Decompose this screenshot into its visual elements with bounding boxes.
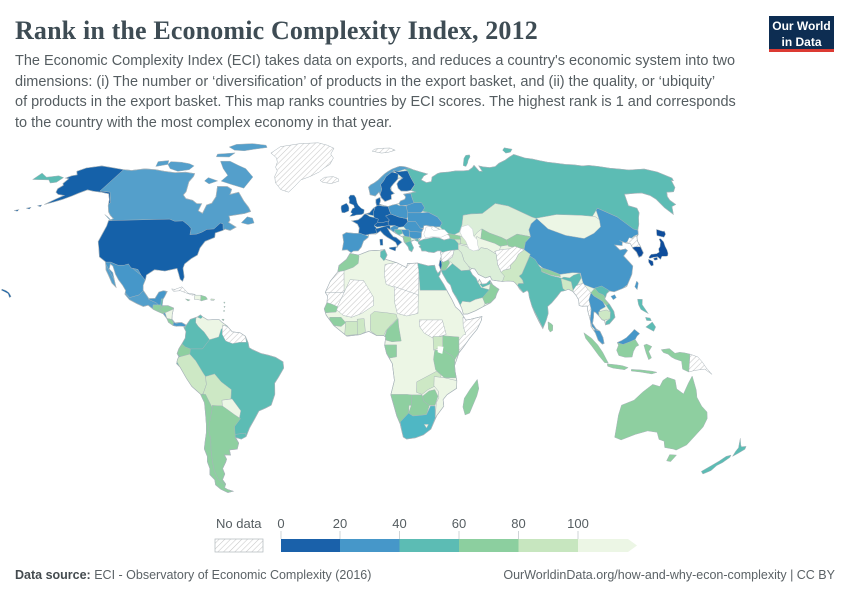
svg-text:0: 0 <box>277 516 284 531</box>
svg-text:100: 100 <box>567 516 589 531</box>
svg-text:20: 20 <box>333 516 347 531</box>
svg-text:80: 80 <box>511 516 525 531</box>
svg-text:60: 60 <box>452 516 466 531</box>
svg-text:No data: No data <box>216 516 262 531</box>
svg-text:40: 40 <box>392 516 406 531</box>
